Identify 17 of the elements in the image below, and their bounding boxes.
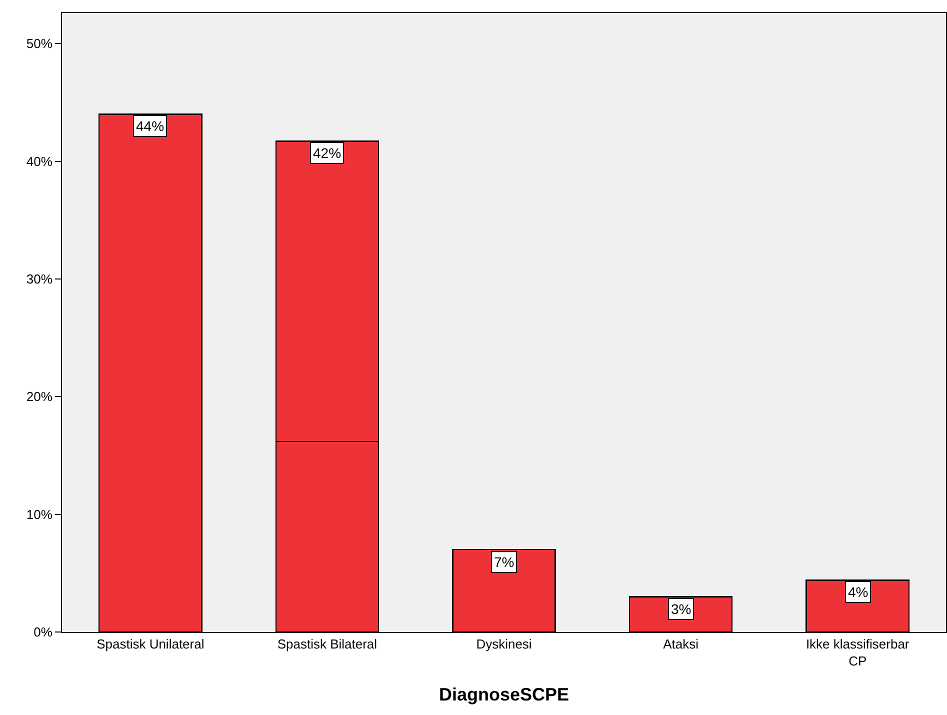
y-tick-label: 10%: [26, 506, 53, 522]
x-tick-label: Spastisk Bilateral: [277, 636, 378, 652]
y-tick-label: 0%: [34, 624, 53, 640]
total-label: 4%: [848, 584, 868, 600]
x-tick-label: Ataksi: [663, 636, 699, 652]
y-tick-label: 30%: [26, 272, 53, 287]
x-tick-label: Spastisk Unilateral: [96, 636, 204, 652]
y-tick-label: 20%: [26, 389, 53, 404]
x-axis-title: DiagnoseSCPE: [438, 684, 570, 705]
y-tick-label: 40%: [26, 154, 53, 169]
x-tick-label: Dyskinesi: [476, 636, 532, 652]
x-tick-label: Ikke klassifiserbar CP: [806, 636, 910, 668]
total-label: 42%: [313, 145, 342, 161]
total-label: 3%: [671, 601, 692, 617]
y-tick-label: 50%: [26, 36, 53, 52]
total-label: 7%: [494, 554, 514, 570]
total-label: 44%: [136, 118, 164, 134]
